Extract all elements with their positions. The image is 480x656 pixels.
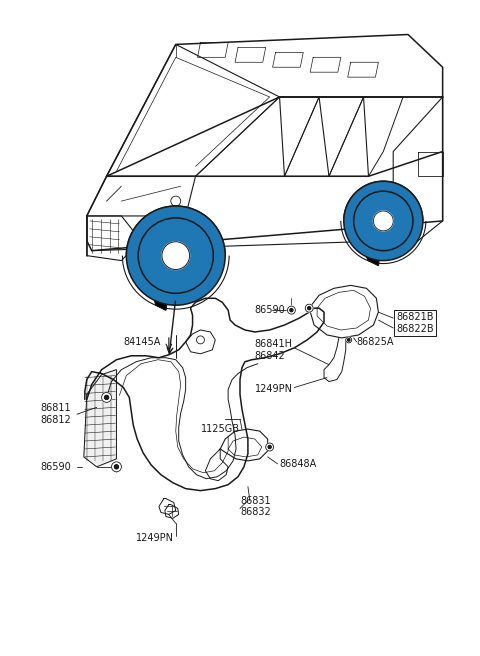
Text: 86848A: 86848A (279, 459, 317, 469)
Circle shape (290, 309, 293, 312)
Polygon shape (344, 181, 423, 221)
Circle shape (126, 206, 225, 305)
Circle shape (162, 242, 190, 270)
Text: 86831
86832: 86831 86832 (240, 496, 271, 518)
Polygon shape (159, 499, 176, 514)
Text: 86841H
86842: 86841H 86842 (255, 339, 293, 361)
Polygon shape (84, 369, 117, 467)
Text: 1125GB: 1125GB (201, 424, 240, 434)
Polygon shape (149, 280, 169, 310)
Text: 1249PN: 1249PN (255, 384, 293, 394)
Circle shape (268, 445, 271, 449)
Text: 86590: 86590 (40, 462, 71, 472)
Polygon shape (359, 241, 380, 266)
Circle shape (138, 218, 213, 293)
Polygon shape (220, 429, 268, 461)
Text: 86825A: 86825A (357, 337, 394, 347)
Circle shape (196, 336, 204, 344)
Circle shape (114, 465, 119, 469)
Circle shape (344, 181, 423, 260)
Circle shape (308, 307, 311, 310)
Circle shape (111, 462, 121, 472)
Polygon shape (309, 285, 378, 338)
Circle shape (171, 196, 180, 206)
Circle shape (348, 338, 350, 341)
Circle shape (102, 392, 111, 402)
Text: 84145A: 84145A (123, 337, 161, 347)
Circle shape (288, 306, 295, 314)
Text: 86811
86812: 86811 86812 (40, 403, 71, 425)
Circle shape (346, 337, 352, 343)
Circle shape (354, 191, 413, 251)
Text: 1249PN: 1249PN (136, 533, 174, 543)
Text: 86590: 86590 (255, 305, 286, 315)
Circle shape (305, 304, 313, 312)
Circle shape (105, 396, 108, 400)
Text: 86821B
86822B: 86821B 86822B (396, 312, 434, 334)
Circle shape (266, 443, 274, 451)
Polygon shape (126, 206, 225, 256)
Circle shape (373, 211, 393, 231)
